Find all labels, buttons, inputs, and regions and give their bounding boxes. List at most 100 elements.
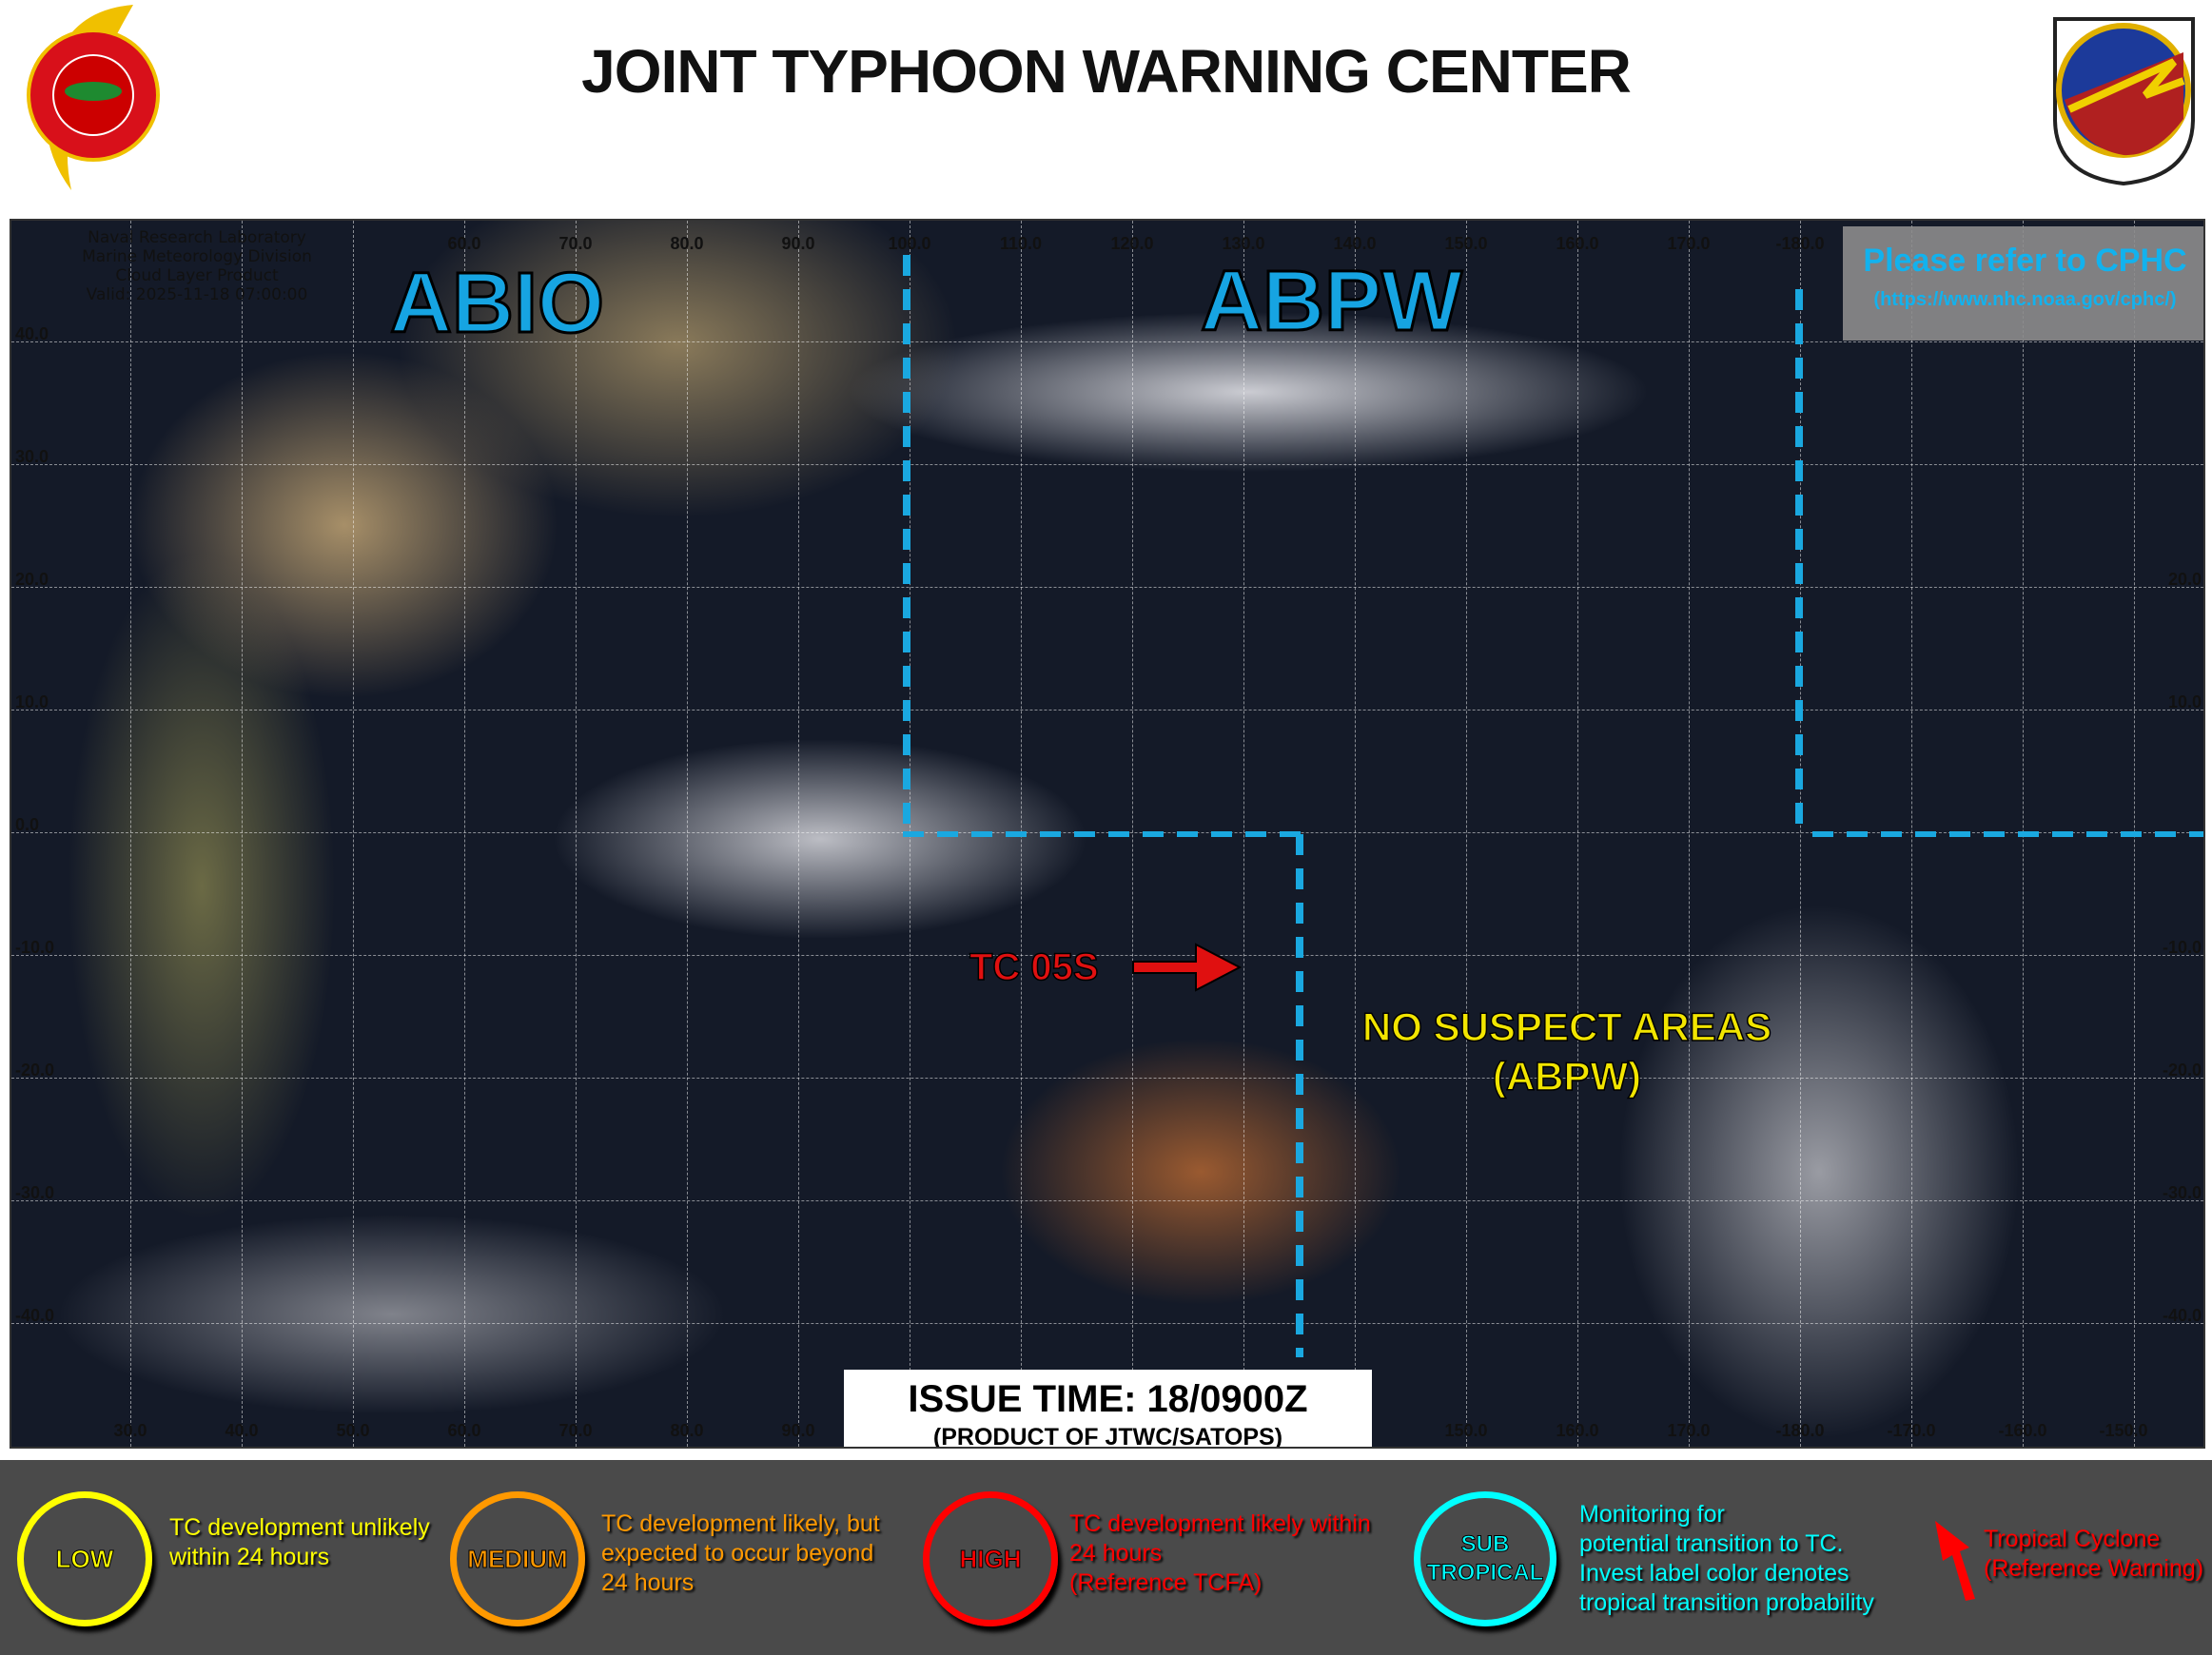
legend-low-ring: LOW xyxy=(17,1491,152,1626)
lat-tick-label: -10.0 xyxy=(2162,938,2202,957)
legend-line: TC development likely, but xyxy=(601,1510,880,1537)
lon-tick-label: 90.0 xyxy=(781,1421,815,1440)
lon-tick-label: 160.0 xyxy=(1556,1421,1599,1440)
product-of: (PRODUCT OF JTWC/SATOPS) xyxy=(932,1424,1283,1449)
legend-line: 24 hours xyxy=(1069,1540,1163,1567)
red-arrow-icon xyxy=(1935,1521,1975,1601)
grid-line xyxy=(11,587,2203,588)
lat-tick-label: -30.0 xyxy=(2162,1183,2202,1202)
lon-tick-label: 130.0 xyxy=(1222,234,1265,253)
legend-line: Monitoring for xyxy=(1579,1501,1725,1528)
legend-line: TC development likely within xyxy=(1069,1510,1371,1537)
lat-tick-label: 20.0 xyxy=(2167,570,2202,589)
grid-line xyxy=(11,464,2203,465)
tc-05s-label[interactable]: TC 05S xyxy=(969,945,1099,989)
lon-tick-label: 60.0 xyxy=(447,1421,481,1440)
legend-subtropical-text: Monitoring for potential transition to TC… xyxy=(1579,1500,1874,1618)
grid-line xyxy=(130,221,131,1447)
lon-tick-label: 150.0 xyxy=(1444,1421,1488,1440)
no-suspect-areas: NO SUSPECT AREAS (ABPW) xyxy=(1324,1003,1810,1101)
grid-line xyxy=(1800,221,1801,1447)
boundary-line xyxy=(1296,834,1303,1357)
lat-tick-label: 0.0 xyxy=(15,815,40,834)
issue-time-box: ISSUE TIME: 18/0900Z (PRODUCT OF JTWC/SA… xyxy=(844,1370,1372,1449)
grid-line xyxy=(1689,221,1690,1447)
lon-tick-label: -150.0 xyxy=(2099,1421,2148,1440)
legend-line: within 24 hours xyxy=(169,1544,330,1570)
lon-tick-label: 100.0 xyxy=(888,234,931,253)
boundary-line xyxy=(903,831,1302,837)
legend-line: Tropical Cyclone xyxy=(1984,1526,2161,1552)
legend-sub-label: SUB xyxy=(1460,1531,1510,1558)
grid-line xyxy=(1577,221,1578,1447)
lon-tick-label: 30.0 xyxy=(113,1421,147,1440)
lat-tick-label: -30.0 xyxy=(15,1183,55,1202)
lat-tick-label: 10.0 xyxy=(2167,692,2202,711)
lon-tick-label: 40.0 xyxy=(225,1421,259,1440)
issue-time: ISSUE TIME: 18/0900Z xyxy=(908,1378,1308,1420)
grid-line xyxy=(242,221,243,1447)
grid-line xyxy=(353,221,354,1447)
lat-tick-label: -20.0 xyxy=(2162,1061,2202,1080)
lon-tick-label: 140.0 xyxy=(1333,234,1377,253)
grid-line xyxy=(11,955,2203,956)
legend-line: (Reference TCFA) xyxy=(1069,1569,1263,1596)
lat-tick-label: -40.0 xyxy=(2162,1306,2202,1325)
lon-tick-label: 50.0 xyxy=(336,1421,370,1440)
abio-abpw-boundary xyxy=(903,255,910,835)
grid-line xyxy=(11,219,2203,220)
cphc-boundary xyxy=(1812,831,2203,837)
legend-line: Invest label color denotes xyxy=(1579,1560,1850,1587)
grid-line xyxy=(687,221,688,1447)
legend-subtropical-ring: SUB TROPICAL xyxy=(1414,1491,1556,1626)
product-info-line: Marine Meteorology Division xyxy=(82,247,312,266)
cphc-boundary xyxy=(1795,289,1803,831)
product-info-line: Naval Research Laboratory xyxy=(88,228,306,247)
lat-tick-label: -10.0 xyxy=(15,938,55,957)
no-suspect-basin: (ABPW) xyxy=(1492,1053,1642,1100)
legend-high-ring: HIGH xyxy=(923,1491,1058,1626)
lat-tick-label: 30.0 xyxy=(15,447,49,466)
cphc-notice: Please refer to CPHC (https://www.nhc.no… xyxy=(1843,226,2203,341)
legend-line: expected to occur beyond xyxy=(601,1540,874,1567)
legend-high-text: TC development likely within 24 hours (Ref… xyxy=(1069,1509,1371,1598)
lon-tick-label: 170.0 xyxy=(1667,234,1711,253)
jtwc-seal-logo xyxy=(27,5,160,190)
page-title: JOINT TYPHOON WARNING CENTER xyxy=(581,37,1632,106)
legend-tropical-label: TROPICAL xyxy=(1426,1560,1544,1587)
grid-line xyxy=(464,221,465,1447)
grid-line xyxy=(11,710,2203,711)
lon-tick-label: 70.0 xyxy=(558,234,593,253)
lon-tick-label: 120.0 xyxy=(1110,234,1154,253)
cphc-link[interactable]: (https://www.nhc.noaa.gov/cphc/) xyxy=(1873,289,2177,310)
product-info: Naval Research Laboratory Marine Meteoro… xyxy=(69,228,325,304)
lon-tick-label: -160.0 xyxy=(1998,1421,2047,1440)
lat-tick-label: 10.0 xyxy=(15,692,49,711)
17-ows-emblem-logo xyxy=(2053,17,2195,185)
lon-tick-label: 70.0 xyxy=(558,1421,593,1440)
grid-line xyxy=(11,1323,2203,1324)
grid-line xyxy=(576,221,577,1447)
legend-line: tropical transition probability xyxy=(1579,1589,1874,1616)
lon-tick-label: -170.0 xyxy=(1887,1421,1936,1440)
satellite-map: Naval Research Laboratory Marine Meteoro… xyxy=(10,219,2205,1449)
lon-tick-label: 160.0 xyxy=(1556,234,1599,253)
legend-medium-text: TC development likely, but expected to oc… xyxy=(601,1509,880,1598)
product-info-line: Cloud Layer Product xyxy=(115,266,279,285)
lon-tick-label: 150.0 xyxy=(1444,234,1488,253)
lon-tick-label: 80.0 xyxy=(670,234,704,253)
no-suspect-line: NO SUSPECT AREAS xyxy=(1361,1003,1772,1050)
lon-tick-label: -180.0 xyxy=(1775,234,1825,253)
cphc-title: Please refer to CPHC xyxy=(1863,243,2187,279)
grid-line xyxy=(11,1200,2203,1201)
grid-line xyxy=(798,221,799,1447)
legend-line: potential transition to TC. xyxy=(1579,1530,1844,1557)
grid-line xyxy=(11,1078,2203,1079)
legend-line: (Reference Warning) xyxy=(1984,1555,2204,1582)
lat-tick-label: 40.0 xyxy=(15,324,49,343)
lon-tick-label: 60.0 xyxy=(447,234,481,253)
legend-low-text: TC development unlikely within 24 hours xyxy=(169,1513,430,1572)
abpw-label: ABPW xyxy=(1200,254,1464,349)
lon-tick-label: 90.0 xyxy=(781,234,815,253)
legend-medium-ring: MEDIUM xyxy=(450,1491,585,1626)
